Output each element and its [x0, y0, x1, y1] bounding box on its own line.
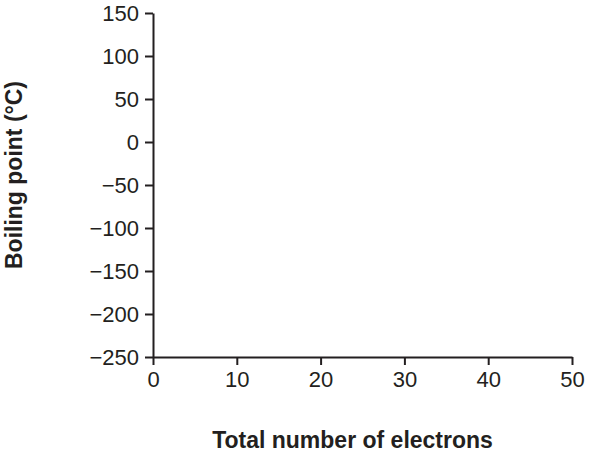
y-axis-title: Boiling point (°C)	[1, 81, 27, 269]
tick-label: −250	[89, 345, 139, 370]
tick-label: 100	[102, 44, 139, 69]
tick-label: 50	[560, 367, 584, 392]
tick-mark	[488, 357, 490, 365]
tick-label: −150	[89, 259, 139, 284]
x-tick: 0	[147, 357, 159, 392]
tick-label: 150	[102, 1, 139, 26]
tick-label: 20	[309, 367, 333, 392]
y-tick: 50	[115, 87, 153, 112]
tick-label: 10	[225, 367, 249, 392]
tick-mark	[145, 357, 153, 359]
y-tick: 150	[102, 1, 153, 26]
x-tick: 40	[476, 357, 500, 392]
y-tick: −200	[89, 302, 153, 327]
x-tick: 50	[560, 357, 584, 392]
x-axis-title: Total number of electrons	[212, 427, 493, 453]
tick-mark	[145, 142, 153, 144]
tick-mark	[145, 13, 153, 15]
y-tick: −250	[89, 345, 153, 370]
tick-label: 0	[147, 367, 159, 392]
y-tick: 100	[102, 44, 153, 69]
tick-mark	[404, 357, 406, 365]
tick-label: −50	[102, 173, 139, 198]
x-tick: 20	[309, 357, 333, 392]
y-tick: −150	[89, 259, 153, 284]
tick-label: 50	[115, 87, 139, 112]
y-tick: −100	[89, 216, 153, 241]
y-tick: 0	[127, 130, 153, 155]
y-tick: −50	[102, 173, 153, 198]
x-axis: 0 10 20 30 40 50	[147, 357, 584, 392]
tick-label: 40	[476, 367, 500, 392]
tick-label: −100	[89, 216, 139, 241]
tick-label: 30	[393, 367, 417, 392]
tick-mark	[145, 314, 153, 316]
y-axis: −250 −200 −150 −100 −50 0 50 100 150	[89, 1, 153, 370]
tick-mark	[145, 56, 153, 58]
tick-mark	[145, 185, 153, 187]
x-tick: 30	[393, 357, 417, 392]
tick-label: −200	[89, 302, 139, 327]
tick-mark	[145, 228, 153, 230]
tick-mark	[236, 357, 238, 365]
tick-mark	[572, 357, 574, 365]
plot: 0 10 20 30 40 50 −250 −200 −150 −100 −50 0 50 100 150	[89, 1, 584, 392]
tick-label: 0	[127, 130, 139, 155]
axis-line	[154, 357, 573, 359]
tick-mark	[320, 357, 322, 365]
x-tick: 10	[225, 357, 249, 392]
tick-mark	[145, 99, 153, 101]
tick-mark	[145, 271, 153, 273]
chart: 0 10 20 30 40 50 −250 −200 −150 −100 −50 0 50 100 150 T…	[0, 0, 595, 459]
